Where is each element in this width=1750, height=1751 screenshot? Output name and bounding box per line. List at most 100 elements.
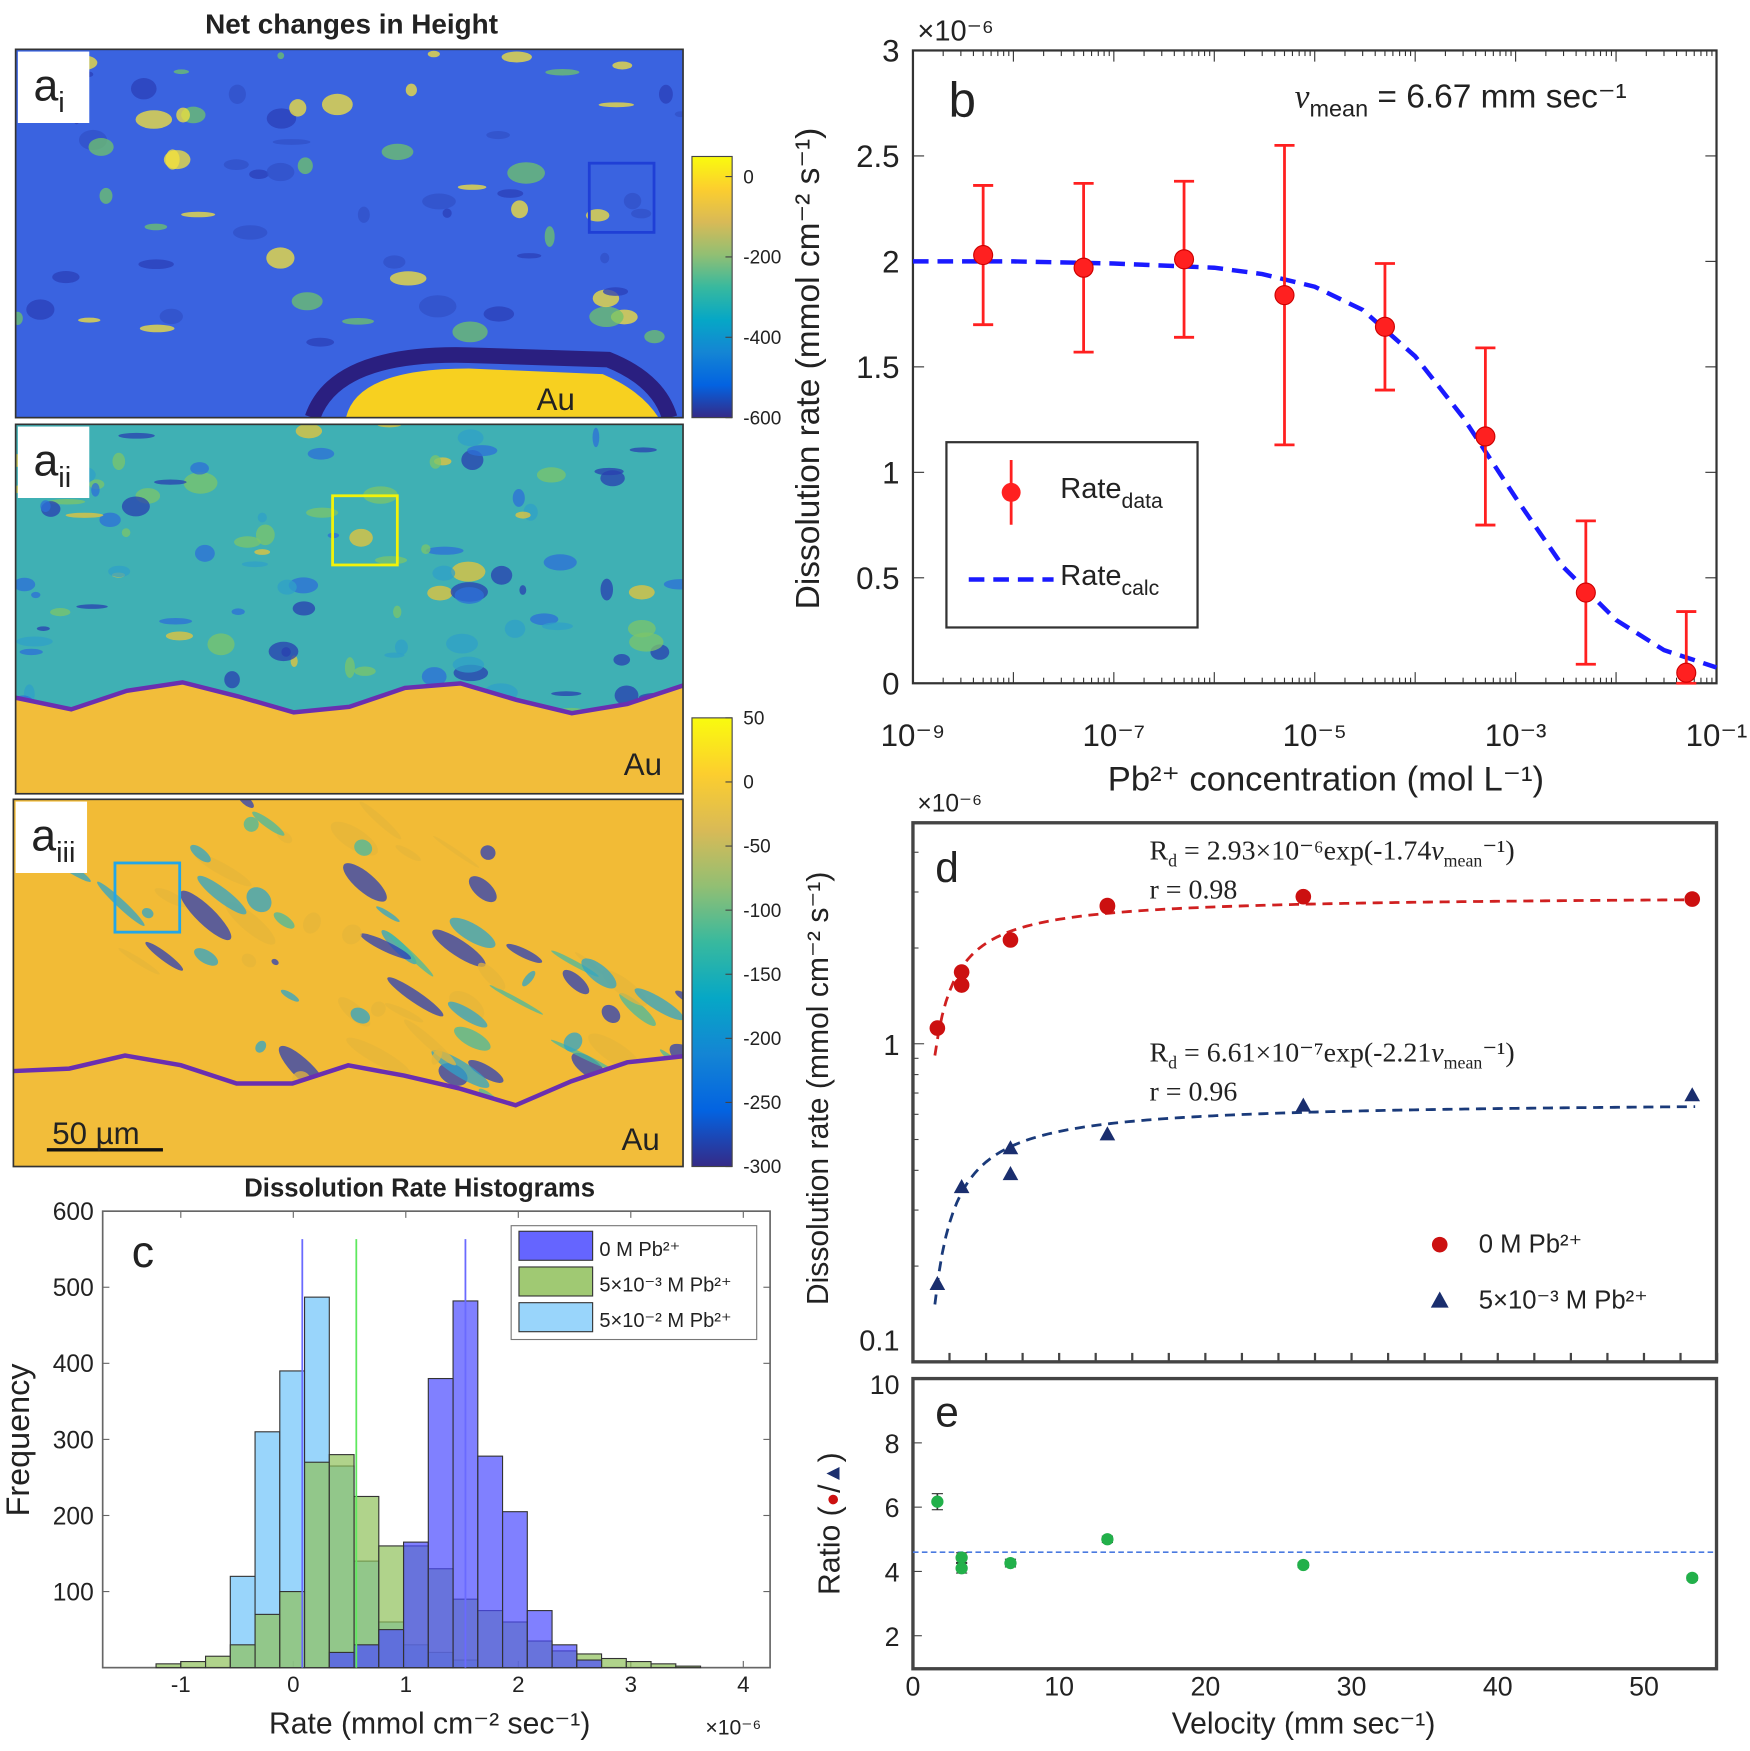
map-feature <box>138 259 174 270</box>
x-tick-label: 20 <box>1190 1672 1220 1702</box>
data-point-5e-3M <box>1684 1087 1701 1102</box>
x-tick-label: 50 <box>1629 1672 1659 1702</box>
rate-data-point <box>1274 285 1295 306</box>
data-point-5e-3M <box>1002 1140 1019 1155</box>
map-feature <box>432 929 486 967</box>
rate-data-point <box>1374 316 1395 337</box>
y-tick-label: 500 <box>53 1275 94 1302</box>
histogram-bar <box>600 1657 627 1669</box>
map-feature <box>346 1037 411 1076</box>
map-feature <box>234 536 261 548</box>
map-feature <box>594 1173 617 1199</box>
plot-frame <box>911 1376 1719 1671</box>
map-feature <box>197 875 247 915</box>
map-feature <box>432 565 456 581</box>
map-frame <box>14 48 684 419</box>
map-feature <box>490 565 513 585</box>
map-feature <box>634 988 684 1021</box>
data-point-0M <box>1295 888 1312 905</box>
y-multiplier: ×10⁻⁶ <box>917 15 993 47</box>
map-feature <box>359 801 402 840</box>
map-feature <box>243 816 259 832</box>
map-feature <box>541 622 573 631</box>
map-feature <box>522 970 536 987</box>
map-frame <box>14 423 684 795</box>
map-feature <box>418 295 457 318</box>
map-feature <box>623 192 642 210</box>
y-tick-label: 600 <box>53 1199 94 1226</box>
map-feature <box>31 591 41 599</box>
histogram-bar <box>650 1663 677 1669</box>
panel-b-chart: 10⁻⁹ 10⁻⁷ 10⁻⁵ 10⁻³ 10⁻¹ 0 0.5 1 1.5 2 2.5 3 ×10⁻⁶ Pb… <box>790 15 1747 798</box>
map-feature <box>272 139 311 145</box>
map-feature <box>449 917 496 948</box>
colorbar-tick-label: -100 <box>743 901 781 922</box>
map-feature <box>357 206 370 223</box>
map-feature <box>515 511 531 519</box>
map-feature <box>405 83 417 97</box>
map-feature <box>457 429 484 447</box>
substrate-label: Au <box>622 1122 660 1157</box>
map-feature <box>581 958 617 989</box>
histogram-bar <box>353 1644 380 1669</box>
map-feature <box>452 321 488 343</box>
map-feature <box>446 633 479 654</box>
map-feature <box>454 587 484 604</box>
map-feature <box>536 467 566 483</box>
colorbar-tick-label: 0 <box>743 167 754 188</box>
x-tick-label: 0 <box>906 1672 921 1702</box>
substrate-label: Au <box>537 382 575 417</box>
fit-curve <box>933 898 1696 1056</box>
x-tick-label: 4 <box>737 1672 749 1697</box>
ratio-point <box>955 1551 968 1564</box>
colorbar-tick-label: 50 <box>743 709 764 730</box>
map-feature <box>252 811 285 836</box>
scale-bar-label: 50 µm <box>52 1116 139 1151</box>
map-feature <box>512 488 525 507</box>
y-tick-label: 6 <box>885 1493 900 1523</box>
map-feature <box>246 887 272 913</box>
gold-boundary-line <box>15 680 684 716</box>
histogram-bar <box>204 1655 231 1669</box>
y-tick-label: 200 <box>53 1503 94 1530</box>
map-feature <box>600 470 625 487</box>
colorbar-tick-label: 0 <box>743 773 754 794</box>
rate-data-point <box>1676 662 1697 683</box>
x-tick-label: 2 <box>512 1672 524 1697</box>
map-feature <box>612 61 633 70</box>
panel-d-ylabel: Dissolution rate (mmol cm⁻² s⁻¹) <box>802 872 835 1306</box>
map-feature <box>176 107 190 123</box>
histogram-bar <box>229 1644 256 1669</box>
legend-marker-circle <box>1431 1236 1448 1253</box>
x-tick-label: 10⁻⁷ <box>1083 718 1146 753</box>
x-tick-label: 10⁻¹ <box>1686 718 1748 753</box>
data-point-0M <box>953 964 970 980</box>
map-feature <box>506 943 543 963</box>
fit-r-value: r = 0.98 <box>1150 875 1238 906</box>
map-feature <box>121 496 150 517</box>
histogram-bar <box>378 1629 405 1669</box>
map-feature <box>477 962 506 990</box>
y-tick-label: 10 <box>870 1370 900 1400</box>
map-feature <box>144 223 168 231</box>
map-feature <box>551 691 582 697</box>
map-feature <box>241 561 268 568</box>
data-point-5e-3M <box>1002 1166 1019 1181</box>
map-feature <box>384 652 405 658</box>
map-feature <box>292 601 316 616</box>
map-feature <box>19 648 43 656</box>
colorbar-tick-label: -150 <box>743 965 781 986</box>
roi-box <box>113 861 182 934</box>
roi-box <box>331 494 399 567</box>
map-feature <box>141 907 154 919</box>
map-feature <box>16 636 53 647</box>
map-feature <box>374 556 408 565</box>
map-feature <box>489 985 544 1015</box>
map-feature <box>504 619 526 638</box>
height-map-ii <box>15 424 684 794</box>
legend-swatch <box>518 1302 594 1333</box>
map-feature <box>360 933 412 960</box>
map-feature <box>629 632 664 652</box>
panel-label-aii: aii <box>33 437 71 494</box>
